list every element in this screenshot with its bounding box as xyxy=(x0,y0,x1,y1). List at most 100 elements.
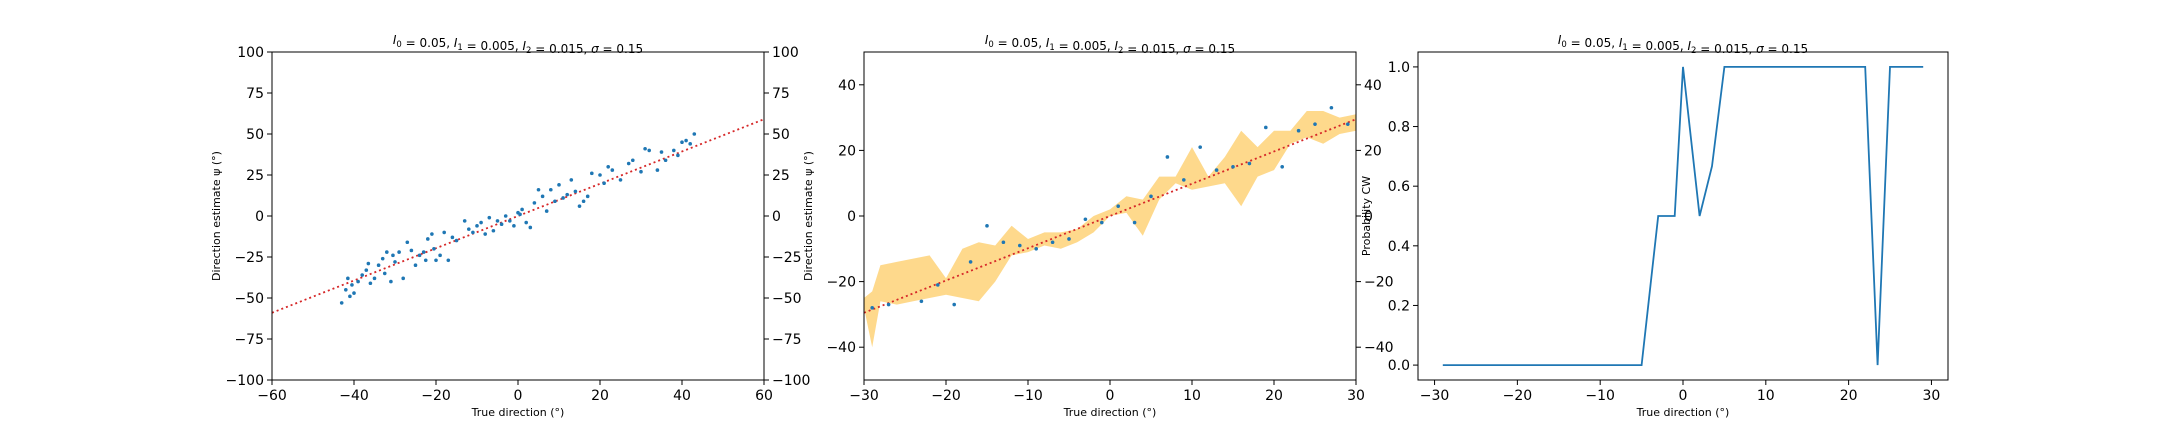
title-part: 1 xyxy=(1622,43,1627,53)
data-point xyxy=(919,299,924,304)
data-point xyxy=(684,138,688,143)
title-part: I xyxy=(454,36,458,50)
data-point xyxy=(1296,128,1301,133)
title-part: I xyxy=(522,39,526,53)
title-part: = 0.15 xyxy=(1191,42,1235,56)
data-point xyxy=(512,224,516,228)
data-point xyxy=(376,263,381,268)
data-point xyxy=(405,240,410,245)
title-part: 2 xyxy=(526,46,531,56)
title-part: = 0.015, xyxy=(1123,42,1183,56)
y-tick-label: 50 xyxy=(246,127,264,143)
title-part: I xyxy=(393,33,397,47)
data-point xyxy=(1346,122,1350,126)
data-point xyxy=(430,232,434,236)
data-point xyxy=(618,178,623,182)
title-part: = 0.015, xyxy=(531,42,591,56)
y-tick-label-right: 25 xyxy=(772,168,790,184)
data-point xyxy=(590,171,594,176)
y-tick-label: −40 xyxy=(826,340,856,356)
data-point xyxy=(1198,145,1202,149)
data-point xyxy=(1264,125,1268,130)
y-tick-label-right: 50 xyxy=(772,127,790,143)
title-part: 0 xyxy=(396,40,401,50)
y-axis-label: Probability CW xyxy=(1360,176,1373,256)
data-point xyxy=(434,258,438,263)
data-point xyxy=(1214,168,1219,172)
y-tick-label-right: 100 xyxy=(772,45,799,61)
data-point xyxy=(544,209,549,213)
plot-area xyxy=(272,118,764,314)
data-point xyxy=(663,158,668,163)
data-point xyxy=(479,220,483,225)
x-tick-label: −10 xyxy=(1585,388,1615,404)
data-point xyxy=(380,256,385,261)
x-tick-label: −20 xyxy=(931,388,961,404)
data-point xyxy=(1050,240,1055,245)
data-point xyxy=(382,271,387,276)
y-tick-label: −100 xyxy=(226,373,264,389)
chart-title: I0 = 0.05, I1 = 0.005, I2 = 0.015, σ = 0… xyxy=(1558,33,1808,56)
data-point xyxy=(1231,165,1235,169)
title-part: = 0.05, xyxy=(994,36,1046,50)
data-point xyxy=(639,169,643,174)
data-point xyxy=(1083,217,1088,222)
title-part: I xyxy=(985,33,989,47)
title-part: I xyxy=(1558,33,1562,47)
y-tick-label: −75 xyxy=(234,332,264,348)
data-point xyxy=(348,294,352,299)
data-point xyxy=(968,260,973,264)
data-point xyxy=(598,173,602,177)
x-tick-label: 30 xyxy=(1347,388,1365,404)
y-tick-label-right: −20 xyxy=(1364,275,1394,291)
data-point xyxy=(680,140,684,144)
data-point xyxy=(467,227,471,231)
data-point xyxy=(442,230,447,235)
title-part: σ xyxy=(1183,42,1191,56)
y-axis-label: Direction estimate ψ (°) xyxy=(210,151,223,281)
x-tick-label: 0 xyxy=(1106,388,1115,404)
identity-line xyxy=(864,118,1356,314)
data-point xyxy=(389,279,393,284)
data-point xyxy=(553,199,557,204)
title-part: 1 xyxy=(1049,43,1054,53)
y-tick-label-right: 75 xyxy=(772,86,790,102)
data-point xyxy=(1018,243,1022,248)
data-point xyxy=(508,219,512,223)
data-point xyxy=(426,237,430,241)
data-point xyxy=(471,230,475,235)
x-tick-label: −30 xyxy=(849,388,879,404)
data-point xyxy=(676,153,680,158)
data-point xyxy=(432,247,436,251)
y-tick-label: −25 xyxy=(234,250,264,266)
data-point xyxy=(565,192,569,197)
chart-panel-band: −30 −20 −10 0 10 20 30−40−2002040−40−2002040Tr… xyxy=(802,33,1394,419)
title-part: = 0.05, xyxy=(402,36,454,50)
title-part: 2 xyxy=(1691,46,1696,56)
title-part: = 0.005, xyxy=(1628,39,1688,53)
series-line xyxy=(1442,66,1924,366)
data-point xyxy=(647,148,651,153)
data-point xyxy=(1280,165,1284,169)
data-point xyxy=(350,283,354,287)
identity-line xyxy=(272,118,764,314)
data-point xyxy=(561,196,565,200)
data-point xyxy=(366,261,371,266)
title-part: I xyxy=(1046,36,1050,50)
y-tick-label-right: −75 xyxy=(772,332,802,348)
data-point xyxy=(886,302,891,307)
data-point xyxy=(450,235,455,240)
x-tick-label: −40 xyxy=(339,388,369,404)
data-point xyxy=(438,253,442,258)
y-tick-label-right: −50 xyxy=(772,291,802,307)
plot-area xyxy=(1442,66,1924,366)
data-point xyxy=(413,263,418,268)
x-tick-label: 0 xyxy=(514,388,523,404)
data-point xyxy=(1132,220,1137,225)
data-point xyxy=(1313,122,1317,126)
title-part: I xyxy=(1114,39,1118,53)
data-point xyxy=(1034,247,1038,251)
x-tick-label: 10 xyxy=(1183,388,1201,404)
